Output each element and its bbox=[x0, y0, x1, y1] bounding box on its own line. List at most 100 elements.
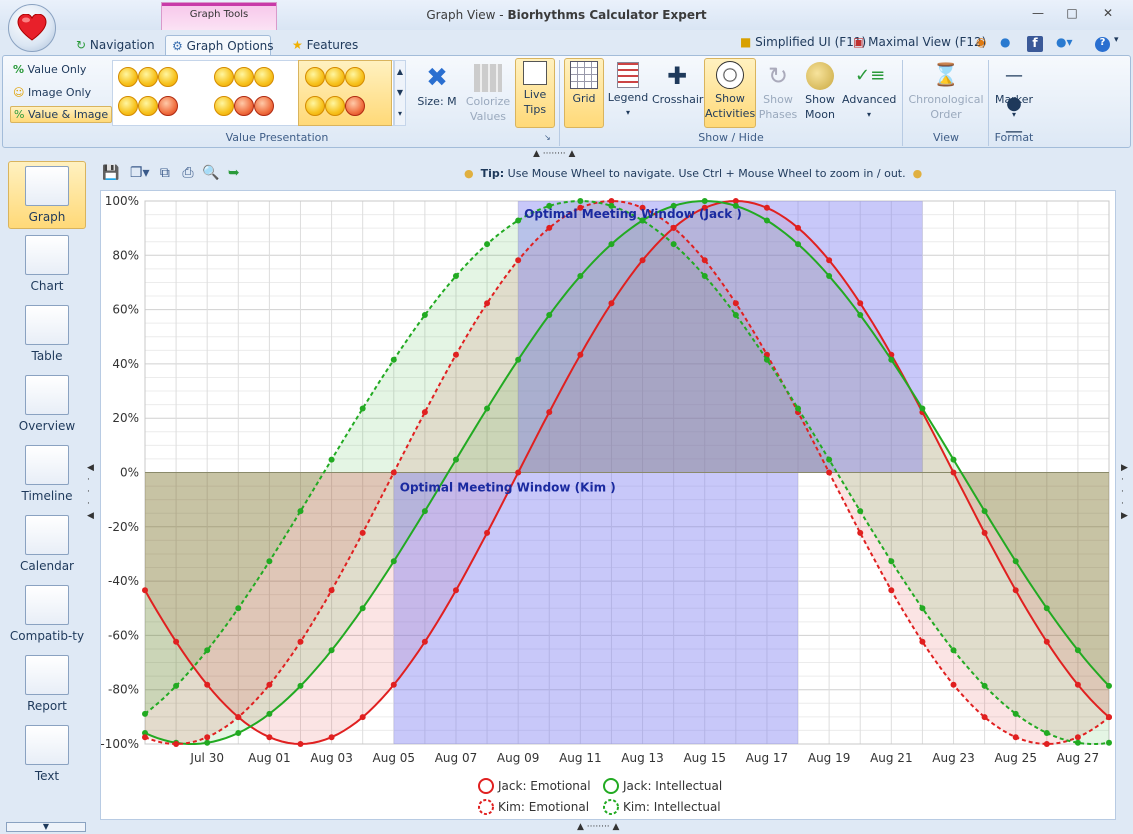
chronological-label-2: Order bbox=[930, 108, 962, 121]
tab-navigation[interactable]: ↻ Navigation bbox=[70, 35, 161, 56]
value-only-option[interactable]: % Value Only bbox=[10, 62, 89, 77]
x-tick-label: Aug 25 bbox=[994, 751, 1037, 765]
sidebar-item-label: Report bbox=[27, 699, 67, 713]
live-tips-label-1: Live bbox=[523, 88, 547, 101]
minimize-button[interactable]: — bbox=[1032, 6, 1044, 20]
colorize-label-1: Colorize bbox=[465, 95, 511, 108]
graph-options-icon: ⚙ bbox=[172, 39, 183, 53]
data-point bbox=[826, 257, 833, 264]
dialog-launcher-icon[interactable]: ↘ bbox=[544, 133, 551, 142]
overview-icon bbox=[25, 375, 69, 415]
show-phases-button[interactable]: ↻ Show Phases bbox=[758, 62, 798, 122]
data-point bbox=[484, 300, 491, 307]
lightbulb-icon: ● bbox=[464, 167, 474, 180]
maximal-view-button[interactable]: ▣ Maximal View (F12) bbox=[853, 35, 986, 49]
data-point bbox=[826, 456, 833, 463]
legend-button[interactable]: Legend ▾ bbox=[606, 62, 650, 120]
sad-face-icon bbox=[118, 96, 138, 116]
image-only-label: Image Only bbox=[27, 86, 92, 99]
data-point bbox=[857, 529, 864, 536]
copy-icon[interactable]: ❐▾ bbox=[129, 165, 150, 181]
facebook-icon[interactable]: f bbox=[1027, 36, 1043, 52]
biorhythm-chart[interactable]: Optimal Meeting Window (Jack ) Optimal Me… bbox=[100, 191, 1115, 819]
sidebar-item-report[interactable]: Report bbox=[8, 651, 86, 719]
emoticon-set-3[interactable] bbox=[305, 67, 365, 119]
help-icon[interactable]: ? bbox=[1095, 37, 1110, 52]
timeline-icon bbox=[25, 445, 69, 485]
ribbon-collapse-handle[interactable]: ▲ ········ ▲ bbox=[533, 149, 576, 159]
data-point bbox=[763, 217, 770, 224]
advanced-button[interactable]: ✓≡ Advanced ▾ bbox=[842, 62, 896, 122]
show-moon-button[interactable]: Show Moon bbox=[800, 62, 840, 122]
duplicate-icon[interactable]: ⧉ bbox=[159, 165, 170, 181]
show-activities-label-2: Activities bbox=[705, 107, 756, 120]
chronological-order-button[interactable]: ⌛ Chronological Order bbox=[906, 62, 986, 122]
worried-face-icon bbox=[214, 96, 234, 116]
data-point bbox=[857, 300, 864, 307]
tab-graph-options-label: Graph Options bbox=[186, 39, 274, 53]
rss-icon[interactable]: ◉ bbox=[976, 35, 987, 49]
emoticon-set-2[interactable] bbox=[214, 67, 274, 119]
colorize-values-button[interactable]: Colorize Values bbox=[463, 64, 513, 124]
maximize-button[interactable]: □ bbox=[1066, 6, 1078, 20]
advanced-dropdown-icon: ▾ bbox=[866, 110, 871, 119]
sidebar-item-timeline[interactable]: Timeline bbox=[8, 441, 86, 509]
value-and-image-option[interactable]: % Value & Image bbox=[10, 106, 113, 123]
data-point bbox=[1012, 734, 1019, 741]
image-only-option[interactable]: ☺ Image Only bbox=[10, 85, 94, 100]
emoticon-set-1[interactable] bbox=[118, 67, 178, 119]
crosshair-button[interactable]: ✚ Crosshair bbox=[652, 62, 703, 107]
frown-face-icon bbox=[138, 96, 158, 116]
export-icon[interactable]: ➥ bbox=[227, 165, 240, 181]
marker-button[interactable]: —●— Marker ▾ bbox=[992, 62, 1036, 142]
compatibility-icon bbox=[25, 585, 69, 625]
size-button[interactable]: ✖ Size: M bbox=[414, 64, 460, 109]
close-button[interactable]: ✕ bbox=[1102, 6, 1114, 20]
sidebar-item-overview[interactable]: Overview bbox=[8, 371, 86, 439]
x-tick-label: Aug 13 bbox=[621, 751, 664, 765]
sidebar-splitter-left[interactable]: ◀ · · · ◀ bbox=[87, 463, 94, 521]
data-point bbox=[763, 204, 770, 211]
sidebar-item-graph[interactable]: Graph bbox=[8, 161, 86, 229]
print-preview-icon[interactable]: 🔍 bbox=[202, 165, 220, 181]
gallery-scroll[interactable]: ▲ ▼ ▾ bbox=[394, 60, 406, 126]
web-icon[interactable]: ●▾ bbox=[1056, 35, 1073, 49]
bottom-splitter[interactable]: ▲ ········ ▲ bbox=[577, 822, 620, 832]
save-icon[interactable]: 💾 bbox=[102, 165, 120, 181]
right-splitter[interactable]: ▶ · · · ▶ bbox=[1121, 463, 1128, 521]
data-point bbox=[328, 587, 335, 594]
sidebar-item-text[interactable]: Text bbox=[8, 721, 86, 789]
app-menu-button[interactable] bbox=[8, 4, 56, 52]
grid-button[interactable]: Grid bbox=[564, 58, 604, 128]
sidebar-item-chart[interactable]: Chart bbox=[8, 231, 86, 299]
sidebar-scroll-down[interactable]: ▼ bbox=[6, 822, 86, 832]
data-point bbox=[142, 734, 148, 741]
x-tick-label: Aug 11 bbox=[559, 751, 602, 765]
sidebar-item-calendar[interactable]: Calendar bbox=[8, 511, 86, 579]
marker-line-icon: —●— bbox=[1005, 65, 1023, 142]
chart-icon bbox=[25, 235, 69, 275]
show-activities-button[interactable]: Show Activities bbox=[704, 58, 756, 128]
tab-features[interactable]: ★ Features bbox=[286, 35, 364, 56]
help-dropdown-icon[interactable]: ▾ bbox=[1114, 35, 1119, 45]
x-tick-label: Aug 27 bbox=[1057, 751, 1100, 765]
sidebar-item-compatib-ty[interactable]: Compatib-ty bbox=[8, 581, 86, 649]
biorhythm-graph[interactable]: Optimal Meeting Window (Jack ) Optimal Me… bbox=[100, 190, 1116, 820]
data-point bbox=[639, 204, 646, 211]
data-point bbox=[608, 198, 615, 204]
print-icon[interactable]: ⎙ bbox=[182, 165, 194, 181]
live-tips-button[interactable]: Live Tips bbox=[515, 58, 555, 128]
x-tick-label: Aug 07 bbox=[435, 751, 478, 765]
x-tick-label: Aug 23 bbox=[932, 751, 975, 765]
graph-toolbar: 💾 ❐▾ ⧉ ⎙ 🔍 ➥ bbox=[102, 165, 240, 181]
y-tick-label: 60% bbox=[112, 303, 139, 317]
y-tick-label: 100% bbox=[105, 194, 139, 208]
globe-icon[interactable]: ● bbox=[1000, 35, 1011, 49]
tab-graph-options[interactable]: ⚙ Graph Options bbox=[165, 35, 274, 56]
sidebar-item-table[interactable]: Table bbox=[8, 301, 86, 369]
data-point bbox=[919, 605, 926, 612]
simplified-ui-button[interactable]: ■ Simplified UI (F11) bbox=[740, 35, 866, 49]
value-and-image-label: Value & Image bbox=[27, 108, 109, 121]
data-point bbox=[888, 587, 895, 594]
data-point bbox=[484, 241, 491, 248]
